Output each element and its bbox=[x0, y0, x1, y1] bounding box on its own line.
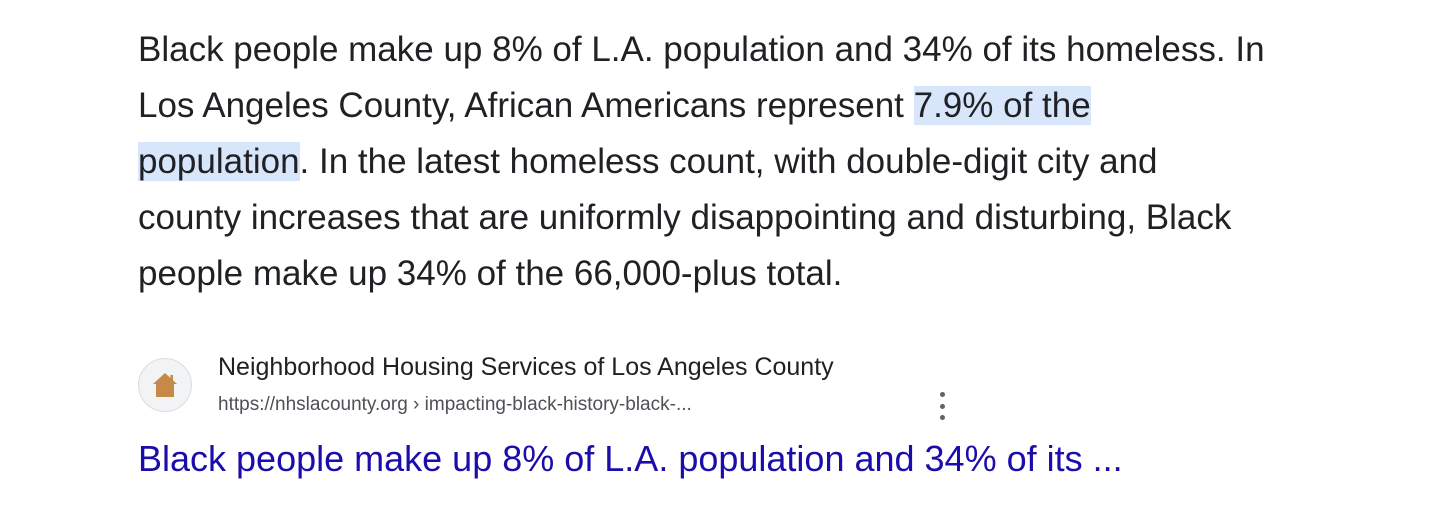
highlighted-text: 7.9% of the bbox=[913, 86, 1091, 125]
result-title-link[interactable]: Black people make up 8% of L.A. populati… bbox=[138, 438, 1123, 479]
site-favicon[interactable] bbox=[138, 358, 192, 412]
site-name[interactable]: Neighborhood Housing Services of Los Ang… bbox=[218, 353, 834, 381]
snippet-line: county increases that are uniformly disa… bbox=[138, 198, 1232, 237]
snippet-line: Black people make up 8% of L.A. populati… bbox=[138, 30, 1265, 69]
snippet-line: population. In the latest homeless count… bbox=[138, 134, 1428, 190]
house-icon bbox=[153, 373, 177, 397]
result-url[interactable]: https://nhslacounty.org › impacting-blac… bbox=[218, 394, 692, 415]
more-vert-icon[interactable] bbox=[932, 392, 952, 420]
snippet-text: Los Angeles County, African Americans re… bbox=[138, 86, 914, 125]
highlighted-text: population bbox=[138, 142, 300, 181]
snippet-text: . In the latest homeless count, with dou… bbox=[299, 142, 1158, 181]
snippet-line: Los Angeles County, African Americans re… bbox=[138, 78, 1428, 134]
snippet-line: people make up 34% of the 66,000-plus to… bbox=[138, 254, 843, 293]
featured-snippet: Black people make up 8% of L.A. populati… bbox=[138, 22, 1428, 302]
